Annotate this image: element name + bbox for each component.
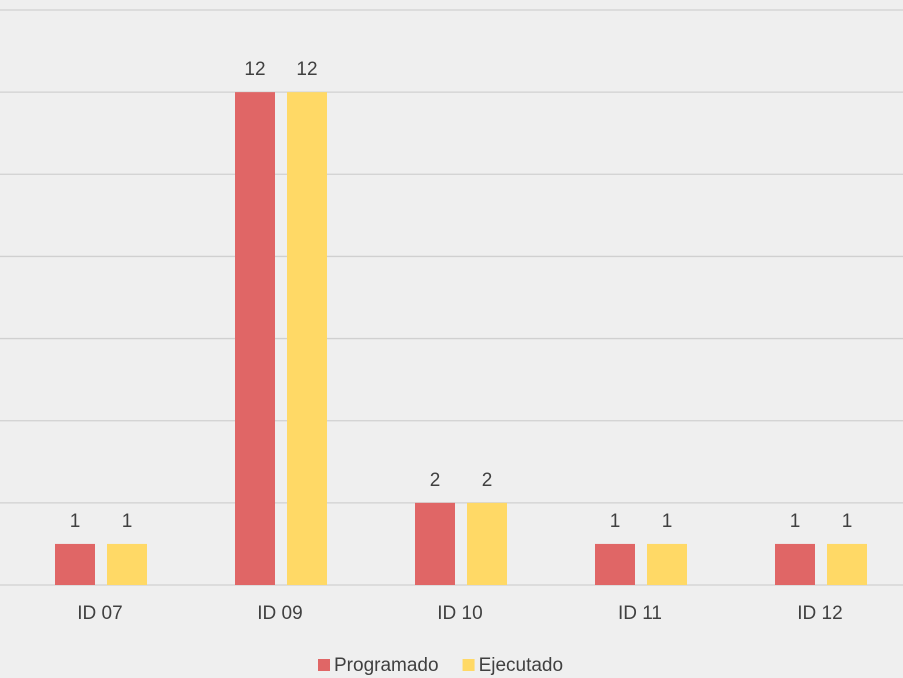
legend-swatch (462, 659, 475, 671)
value-label: 2 (482, 470, 493, 491)
bar (595, 543, 635, 585)
legend-label: Programado (334, 655, 439, 676)
x-tick-label: ID 09 (257, 603, 302, 624)
x-tick-label: ID 12 (797, 603, 842, 624)
x-tick-label: ID 07 (77, 603, 122, 624)
bar (107, 543, 147, 585)
bar (647, 543, 687, 585)
value-label: 1 (662, 511, 673, 532)
value-label: 1 (70, 511, 81, 532)
legend-label: Ejecutado (479, 655, 564, 676)
value-label: 2 (430, 470, 441, 491)
bar (287, 92, 327, 586)
legend-swatch (318, 659, 330, 671)
bar (827, 543, 867, 585)
value-label: 12 (296, 59, 317, 80)
x-tick-label: ID 10 (437, 603, 482, 624)
bar (415, 502, 455, 585)
value-label: 1 (790, 511, 801, 532)
value-label: 1 (610, 511, 621, 532)
value-label: 1 (842, 511, 853, 532)
bar (775, 543, 815, 585)
value-label: 1 (122, 511, 133, 532)
bar (55, 543, 95, 585)
value-label: 12 (244, 59, 265, 80)
bar (467, 502, 507, 585)
x-tick-label: ID 11 (618, 603, 662, 624)
bar (235, 92, 275, 586)
